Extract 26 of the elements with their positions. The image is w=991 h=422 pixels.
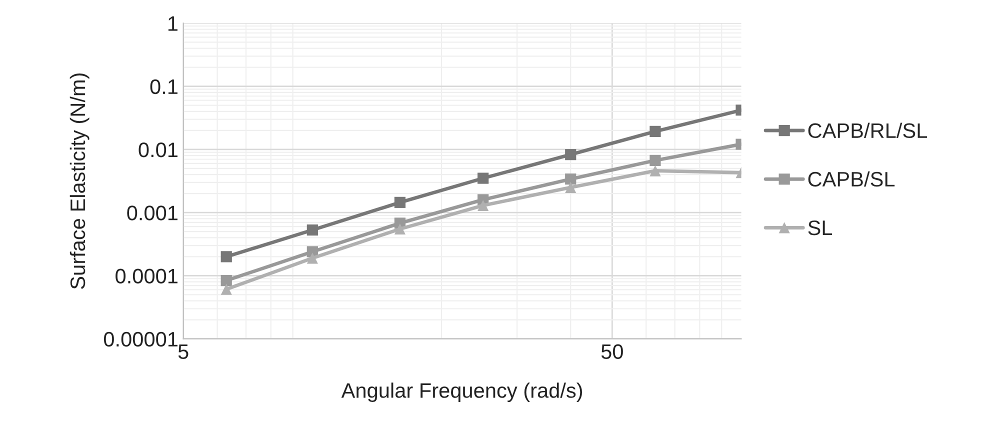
point [650, 165, 661, 176]
point [565, 173, 576, 185]
y-tick-label: 0.001 [127, 206, 178, 220]
point [306, 252, 318, 264]
y-axis-title: Surface Elasticity (N/m) [70, 74, 90, 289]
point [220, 251, 232, 262]
point [565, 149, 576, 160]
point [650, 154, 661, 166]
legend-label: CAPB/RL/SL [808, 122, 927, 138]
x-axis-title: Angular Frequency (rad/s) [341, 382, 582, 402]
point [565, 182, 576, 194]
y-tick-label: 0.1 [150, 79, 178, 94]
y-tick-label: 0.0001 [116, 268, 178, 284]
point [306, 224, 318, 236]
point [220, 284, 232, 295]
y-tick-label: 1 [168, 16, 178, 31]
point [478, 172, 489, 184]
point [650, 126, 661, 137]
x-tick-label: 50 [601, 344, 623, 360]
point [220, 274, 232, 286]
legend-label: SL [808, 220, 832, 236]
legend-label: CAPB/SL [808, 171, 895, 187]
y-tick-label: 0.00001 [104, 332, 178, 347]
y-tick-label: 0.01 [138, 142, 178, 158]
x-tick-label: 5 [178, 344, 188, 360]
point [478, 200, 489, 211]
